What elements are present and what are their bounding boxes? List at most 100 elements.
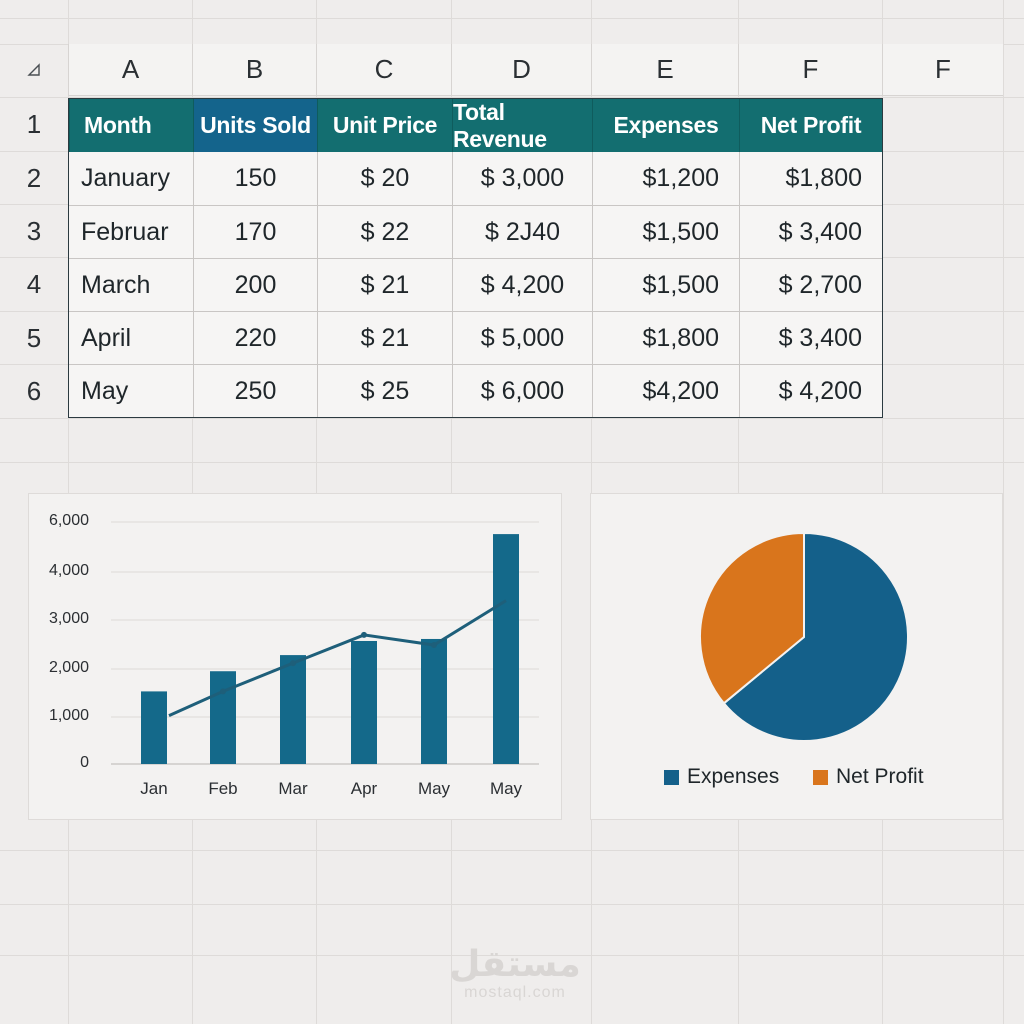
table-row: January 150 $ 20 $ 3,000 $1,200 $1,800 bbox=[69, 152, 882, 205]
cell-net-profit[interactable]: $1,800 bbox=[739, 152, 882, 205]
legend-swatch-net-profit bbox=[813, 769, 828, 785]
bar-jan-0[interactable] bbox=[141, 691, 167, 764]
cell-net-profit[interactable]: $ 4,200 bbox=[739, 365, 882, 417]
cell-month[interactable]: May bbox=[81, 376, 129, 405]
cell-units-sold[interactable]: 200 bbox=[193, 259, 317, 311]
x-tick-label: Mar bbox=[278, 779, 308, 798]
header-unit-price[interactable]: Unit Price bbox=[317, 99, 452, 152]
column-header-5[interactable]: F bbox=[738, 44, 882, 96]
cell-net-profit[interactable]: $ 2,700 bbox=[739, 259, 882, 311]
header-total-revenue[interactable]: Total Revenue bbox=[452, 99, 592, 152]
bar-may-4[interactable] bbox=[421, 638, 447, 764]
pie-slice-expenses[interactable] bbox=[722, 531, 909, 742]
select-all-corner[interactable] bbox=[0, 44, 68, 96]
bar-line-chart[interactable]: 6,000 4,000 3,000 2,000 1,000 0 Jan Feb Mar Apr Ma… bbox=[28, 493, 562, 820]
cell-total-revenue[interactable]: $ 2J40 bbox=[452, 206, 592, 258]
cell-total-revenue[interactable]: $ 4,200 bbox=[452, 259, 592, 311]
trend-point bbox=[431, 642, 437, 649]
cell-total-revenue[interactable]: $ 6,000 bbox=[452, 365, 592, 417]
cell-month[interactable]: April bbox=[81, 323, 132, 352]
select-all-triangle-icon bbox=[27, 63, 40, 76]
x-tick-label: Apr bbox=[350, 779, 378, 798]
bar-may-5[interactable] bbox=[493, 534, 519, 764]
cell-net-profit[interactable]: $ 3,400 bbox=[739, 312, 882, 364]
cell-total-revenue[interactable]: $ 5,000 bbox=[452, 312, 592, 364]
mostaql-watermark: مستقل mostaql.com bbox=[440, 944, 590, 1002]
column-header-3[interactable]: D bbox=[451, 44, 591, 96]
cell-units-sold[interactable]: 150 bbox=[193, 152, 317, 205]
header-expenses[interactable]: Expenses bbox=[592, 99, 739, 152]
legend-swatch-expenses bbox=[664, 769, 679, 785]
header-net-profit[interactable]: Net Profit bbox=[739, 99, 882, 152]
column-header-0[interactable]: A bbox=[68, 44, 192, 96]
watermark-latin: mostaql.com bbox=[464, 984, 566, 1001]
column-header-6[interactable]: F bbox=[882, 44, 1003, 96]
pie-chart[interactable]: Expenses Net Profit bbox=[590, 493, 1003, 820]
cell-unit-price[interactable]: $ 21 bbox=[317, 312, 452, 364]
pie-chart-plot bbox=[699, 531, 909, 742]
y-tick-label: 4,000 bbox=[48, 562, 89, 579]
x-tick-label: May bbox=[417, 779, 451, 798]
cell-unit-price[interactable]: $ 20 bbox=[317, 152, 452, 205]
cell-month[interactable]: Februar bbox=[81, 217, 169, 246]
x-tick-label: Feb bbox=[208, 779, 238, 798]
cell-net-profit[interactable]: $ 3,400 bbox=[739, 206, 882, 258]
cell-unit-price[interactable]: $ 25 bbox=[317, 365, 452, 417]
pie-slice-net-profit[interactable] bbox=[699, 531, 805, 705]
header-month[interactable]: Month bbox=[69, 99, 193, 152]
cell-expenses[interactable]: $1,200 bbox=[592, 152, 739, 205]
cell-units-sold[interactable]: 250 bbox=[193, 365, 317, 417]
row-header-0[interactable]: 1 bbox=[26, 109, 42, 139]
row-header-1[interactable]: 2 bbox=[26, 163, 42, 193]
legend-net-profit: Net Profit bbox=[813, 765, 924, 789]
row-header-2[interactable]: 3 bbox=[26, 216, 42, 246]
y-tick-label: 3,000 bbox=[48, 610, 89, 627]
header-units-sold[interactable]: Units Sold bbox=[193, 99, 317, 152]
cell-expenses[interactable]: $1,500 bbox=[592, 206, 739, 258]
legend-label-net-profit: Net Profit bbox=[836, 765, 924, 788]
table-row: May 250 $ 25 $ 6,000 $4,200 $ 4,200 bbox=[69, 364, 882, 417]
legend-expenses: Expenses bbox=[664, 765, 779, 789]
table-header-row: Month Units Sold Unit Price Total Revenu… bbox=[69, 99, 882, 152]
column-header-1[interactable]: B bbox=[192, 44, 316, 96]
grid-hline bbox=[0, 904, 1024, 905]
grid-hline bbox=[0, 955, 1024, 956]
table-row: April 220 $ 21 $ 5,000 $1,800 $ 3,400 bbox=[69, 311, 882, 364]
bar-chart-plot bbox=[111, 521, 539, 765]
cell-unit-price[interactable]: $ 22 bbox=[317, 206, 452, 258]
cell-total-revenue[interactable]: $ 3,000 bbox=[452, 152, 592, 205]
cell-expenses[interactable]: $1,800 bbox=[592, 312, 739, 364]
row-header-5[interactable]: 6 bbox=[26, 376, 42, 406]
table-row: Februar 170 $ 22 $ 2J40 $1,500 $ 3,400 bbox=[69, 205, 882, 258]
y-tick-label: 6,000 bbox=[48, 512, 89, 529]
grid-hline bbox=[0, 97, 1024, 98]
x-tick-label: May bbox=[489, 779, 523, 798]
column-header-2[interactable]: C bbox=[316, 44, 451, 96]
column-header-4[interactable]: E bbox=[591, 44, 738, 96]
cell-expenses[interactable]: $1,500 bbox=[592, 259, 739, 311]
cell-units-sold[interactable]: 170 bbox=[193, 206, 317, 258]
grid-vline bbox=[1003, 0, 1004, 1024]
row-header-3[interactable]: 4 bbox=[26, 269, 42, 299]
cell-month[interactable]: January bbox=[81, 164, 170, 192]
y-tick-label: 1,000 bbox=[48, 707, 89, 724]
table-row: March 200 $ 21 $ 4,200 $1,500 $ 2,700 bbox=[69, 258, 882, 311]
row-header-4[interactable]: 5 bbox=[26, 323, 42, 353]
grid-hline bbox=[0, 18, 1024, 19]
data-table: Month Units Sold Unit Price Total Revenu… bbox=[68, 98, 883, 418]
cell-units-sold[interactable]: 220 bbox=[193, 312, 317, 364]
trend-point bbox=[220, 688, 226, 695]
cell-expenses[interactable]: $4,200 bbox=[592, 365, 739, 417]
y-tick-label: 2,000 bbox=[48, 659, 89, 676]
trend-point bbox=[361, 631, 367, 638]
bar-mar-2[interactable] bbox=[280, 655, 306, 764]
bar-apr-3[interactable] bbox=[351, 640, 377, 764]
trend-point bbox=[290, 660, 296, 667]
cell-unit-price[interactable]: $ 21 bbox=[317, 259, 452, 311]
x-tick-label: Jan bbox=[140, 779, 168, 798]
grid-hline bbox=[0, 418, 1024, 419]
cell-month[interactable]: March bbox=[81, 270, 151, 299]
grid-hline bbox=[0, 850, 1024, 851]
bar-feb-1[interactable] bbox=[210, 671, 236, 764]
watermark-arabic: مستقل bbox=[449, 943, 581, 984]
